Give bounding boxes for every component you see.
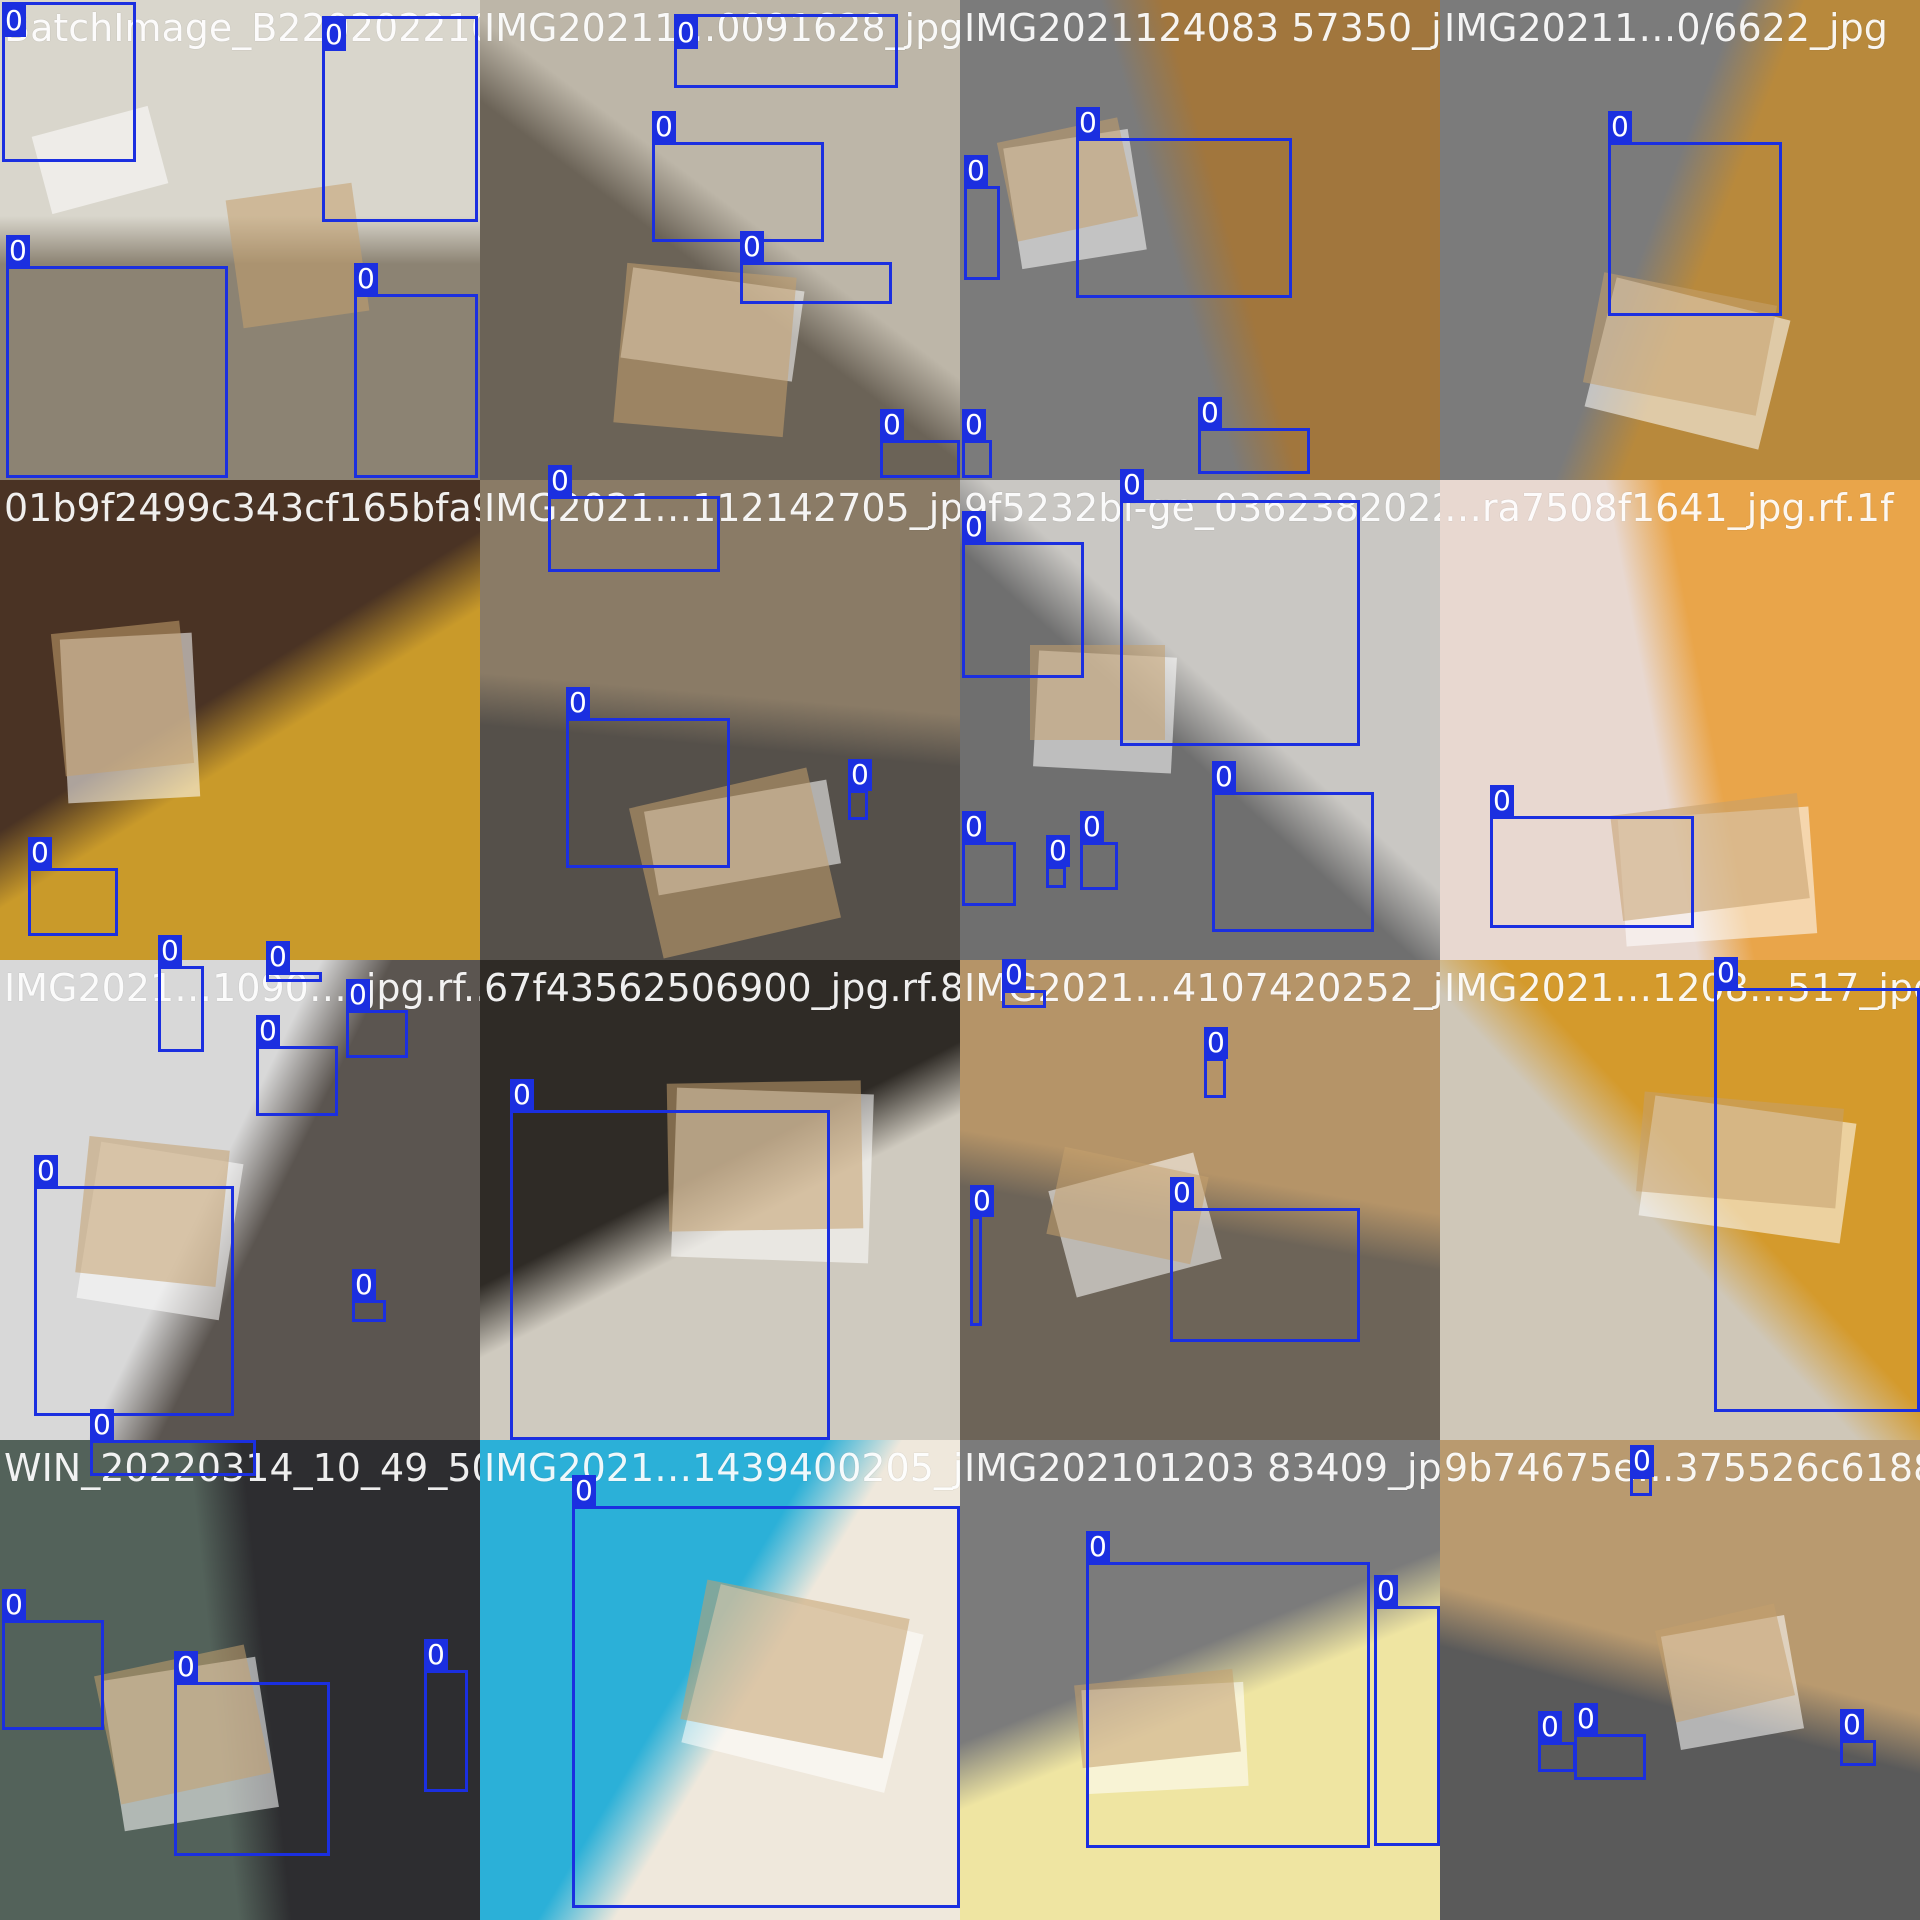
mosaic-tile: IMG2021…1439400205_jpg.rf.: [480, 1440, 960, 1920]
mosaic-tile: …ra7508f1641_jpg.rf.1f: [1440, 480, 1920, 960]
parcel-shape: [50, 620, 195, 777]
parcel-shape: [225, 182, 370, 329]
parcel-shape: [75, 1136, 230, 1287]
mosaic-tile: IMG20211…0091628_jpg.rf.b: [480, 0, 960, 480]
mosaic-tile: 01b9f2499c343cf165bfa91f_jpg.rf.: [0, 480, 480, 960]
mosaic-tile: 9b74675e…375526c618858: [1440, 1440, 1920, 1920]
mosaic-tile: IMG2021…1208…517_jpg.rf: [1440, 960, 1920, 1440]
mosaic-tile: IMG202101203 83409_jpg.rf.: [960, 1440, 1440, 1920]
tile-photo: [0, 960, 480, 1440]
parcel-shape: [1636, 1091, 1844, 1209]
mosaic-tile: IMG2021…1090…_jpg.rf.…: [0, 960, 480, 1440]
mosaic-tile: WIN_20220314_10_49_50_Pro_jpg.rf.: [0, 1440, 480, 1920]
mosaic-tile: 67f43562506900_jpg.rf.8e164: [480, 960, 960, 1440]
mosaic-tile: BatchImage_B22020221030: [0, 0, 480, 480]
parcel-shape: [1074, 1668, 1241, 1769]
parcel-shape: [666, 1080, 864, 1232]
mosaic-tile: IMG2021…4107420252_jpg.rf.: [960, 960, 1440, 1440]
mosaic-tile: 9f5232bf-ge_0362382022073: [960, 480, 1440, 960]
parcel-shape: [613, 262, 797, 438]
mosaic-tile: IMG20211…0/6622_jpg: [1440, 0, 1920, 480]
parcel-shape: [1030, 645, 1165, 740]
mosaic-tile: IMG2021124083 57350_jpg.rf.b: [960, 0, 1440, 480]
mosaic-tile: IMG2021…112142705_jpg.rf: [480, 480, 960, 960]
